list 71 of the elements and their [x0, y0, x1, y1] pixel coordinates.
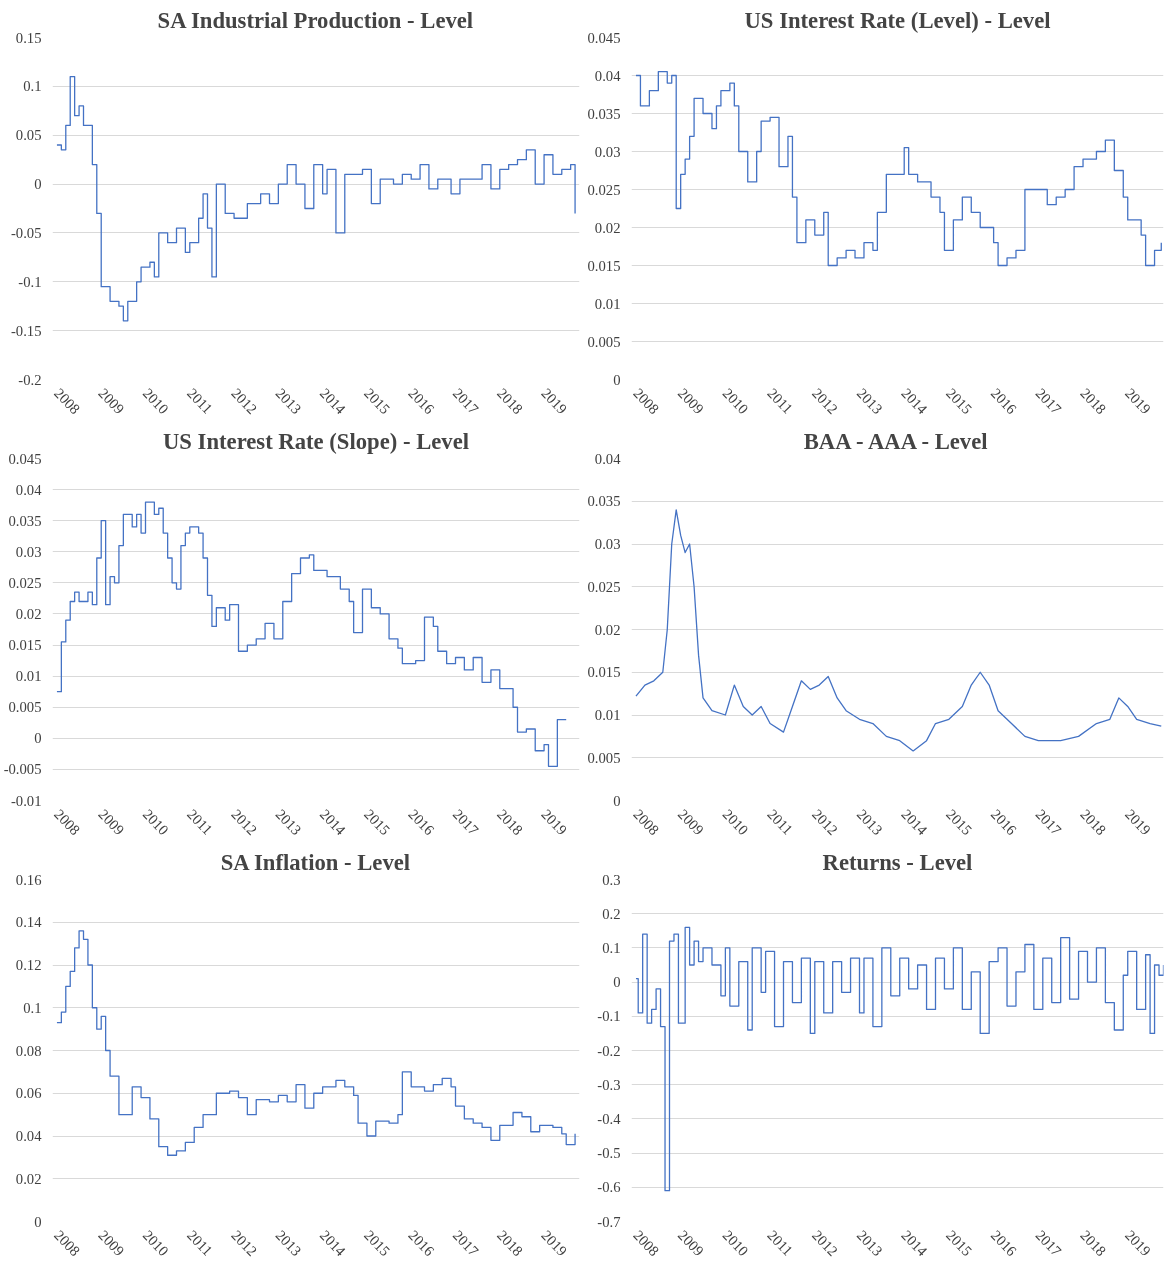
y-tick-label: -0.15	[10, 322, 42, 339]
y-tick-label: -0.2	[18, 371, 42, 388]
y-tick-label: 0.16	[15, 871, 42, 888]
chart-title: US Interest Rate (Level) - Level	[744, 7, 1051, 33]
y-tick-label: 0.015	[587, 257, 621, 274]
y-tick-label: -0.01	[10, 792, 42, 809]
y-tick-label: 0.12	[15, 957, 42, 973]
y-tick-label: 0.04	[15, 481, 43, 498]
y-tick-label: -0.1	[597, 1008, 621, 1025]
y-tick-label: 0.025	[587, 181, 621, 198]
y-tick-label: 0.035	[587, 493, 621, 510]
y-tick-label: 0.035	[8, 512, 42, 529]
y-tick-label: 0.045	[8, 450, 42, 467]
y-tick-label: -0.6	[597, 1179, 621, 1196]
y-tick-label: 0.01	[594, 707, 621, 723]
chart-title: SA Inflation - Level	[220, 849, 411, 875]
y-tick-label: 0.15	[15, 29, 42, 46]
y-tick-label: 0.035	[587, 105, 621, 122]
x-tick-label: 2017	[1032, 1226, 1065, 1260]
y-tick-label: 0.1	[23, 999, 42, 1016]
y-tick-label: 0.025	[8, 574, 42, 591]
y-tick-label: 0	[613, 792, 621, 809]
y-tick-label: 0.015	[8, 637, 42, 654]
chart-title: BAA - AAA - Level	[803, 428, 988, 454]
chart-title: Returns - Level	[822, 849, 973, 875]
y-tick-label: 0.02	[15, 1170, 42, 1187]
y-tick-label: 0.005	[8, 699, 42, 716]
y-tick-label: 0.02	[15, 605, 42, 622]
y-tick-label: 0.015	[587, 664, 621, 681]
y-tick-label: 0.2	[602, 905, 621, 922]
y-tick-label: 0.04	[594, 67, 622, 84]
x-tick-label: 2017	[449, 805, 482, 839]
y-tick-label: 0.08	[15, 1042, 42, 1059]
y-tick-label: 0.06	[15, 1085, 42, 1102]
y-tick-label: -0.005	[3, 761, 42, 778]
y-tick-label: 0.01	[15, 668, 42, 685]
y-tick-label: 0	[34, 1213, 42, 1230]
x-tick-label: 2017	[1032, 384, 1065, 418]
y-tick-label: 0.1	[23, 78, 42, 95]
y-tick-label: 0.3	[602, 871, 621, 888]
y-tick-label: 0.04	[15, 1128, 43, 1144]
chart-title: US Interest Rate (Slope) - Level	[162, 428, 470, 454]
y-tick-label: 0.05	[15, 127, 42, 144]
y-tick-label: -0.5	[597, 1145, 621, 1162]
y-tick-label: 0.005	[587, 749, 621, 766]
x-tick-label: 2017	[449, 1226, 482, 1260]
y-tick-label: 0.03	[15, 543, 42, 560]
y-tick-label: 0.01	[594, 295, 621, 312]
x-tick-label: 2017	[449, 384, 482, 418]
y-tick-label: 0.1	[602, 939, 621, 956]
x-tick-label: 2017	[1032, 805, 1065, 839]
y-tick-label: 0.02	[594, 219, 621, 236]
y-tick-label: 0	[34, 176, 42, 193]
y-tick-label: 0.04	[594, 450, 622, 467]
y-tick-label: 0.045	[587, 29, 621, 46]
y-tick-label: 0.14	[15, 914, 43, 931]
y-tick-label: -0.7	[597, 1213, 621, 1230]
y-tick-label: -0.05	[10, 224, 42, 241]
y-tick-label: 0.025	[587, 578, 621, 595]
y-tick-label: -0.1	[18, 273, 42, 290]
y-tick-label: 0	[613, 974, 621, 991]
y-tick-label: 0	[613, 371, 621, 388]
y-tick-label: -0.3	[597, 1076, 621, 1093]
y-tick-label: 0.03	[594, 143, 621, 160]
y-tick-label: 0.02	[594, 621, 621, 638]
chart-title: SA Industrial Production - Level	[157, 7, 474, 33]
y-tick-label: 0.03	[594, 536, 621, 552]
y-tick-label: 0.005	[587, 333, 621, 350]
y-tick-label: -0.2	[597, 1042, 621, 1059]
y-tick-label: -0.4	[597, 1110, 622, 1127]
y-tick-label: 0	[34, 730, 42, 747]
